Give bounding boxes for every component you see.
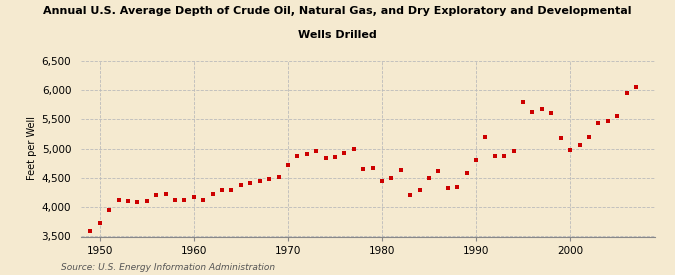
Point — [565, 147, 576, 152]
Point — [217, 188, 227, 192]
Text: Wells Drilled: Wells Drilled — [298, 30, 377, 40]
Point — [95, 221, 105, 225]
Point — [254, 179, 265, 183]
Point — [179, 197, 190, 202]
Point — [583, 134, 594, 139]
Point — [593, 120, 603, 125]
Point — [546, 111, 557, 116]
Y-axis label: Feet per Well: Feet per Well — [28, 117, 38, 180]
Point — [236, 183, 246, 188]
Point — [310, 149, 321, 154]
Point — [480, 135, 491, 139]
Point — [537, 107, 547, 111]
Point — [113, 198, 124, 202]
Point — [442, 186, 453, 191]
Point — [151, 193, 161, 198]
Point — [169, 197, 180, 202]
Point — [283, 163, 294, 167]
Point — [424, 176, 435, 180]
Point — [377, 178, 387, 183]
Point — [452, 185, 462, 189]
Point — [320, 156, 331, 161]
Point — [358, 167, 369, 171]
Point — [142, 199, 153, 204]
Text: Annual U.S. Average Depth of Crude Oil, Natural Gas, and Dry Exploratory and Dev: Annual U.S. Average Depth of Crude Oil, … — [43, 6, 632, 15]
Point — [499, 154, 510, 158]
Point — [264, 177, 275, 181]
Point — [556, 136, 566, 140]
Point — [630, 85, 641, 89]
Point — [160, 191, 171, 196]
Point — [396, 167, 406, 172]
Point — [198, 198, 209, 202]
Point — [508, 149, 519, 153]
Point — [188, 195, 199, 199]
Point — [527, 110, 538, 114]
Point — [245, 180, 256, 185]
Point — [414, 187, 425, 192]
Point — [602, 119, 613, 123]
Point — [226, 187, 237, 192]
Point — [367, 166, 378, 170]
Point — [301, 152, 312, 156]
Point — [132, 200, 143, 205]
Point — [339, 151, 350, 155]
Point — [433, 169, 444, 173]
Point — [123, 199, 134, 204]
Point — [461, 171, 472, 175]
Point — [292, 154, 302, 158]
Point — [329, 155, 340, 160]
Point — [518, 100, 529, 104]
Point — [348, 146, 359, 151]
Point — [470, 158, 481, 163]
Point — [405, 193, 416, 198]
Point — [489, 154, 500, 158]
Point — [574, 143, 585, 147]
Point — [621, 90, 632, 95]
Point — [273, 174, 284, 179]
Text: Source: U.S. Energy Information Administration: Source: U.S. Energy Information Administ… — [61, 263, 275, 272]
Point — [104, 208, 115, 212]
Point — [85, 229, 96, 233]
Point — [207, 191, 218, 196]
Point — [386, 176, 397, 180]
Point — [612, 114, 622, 119]
